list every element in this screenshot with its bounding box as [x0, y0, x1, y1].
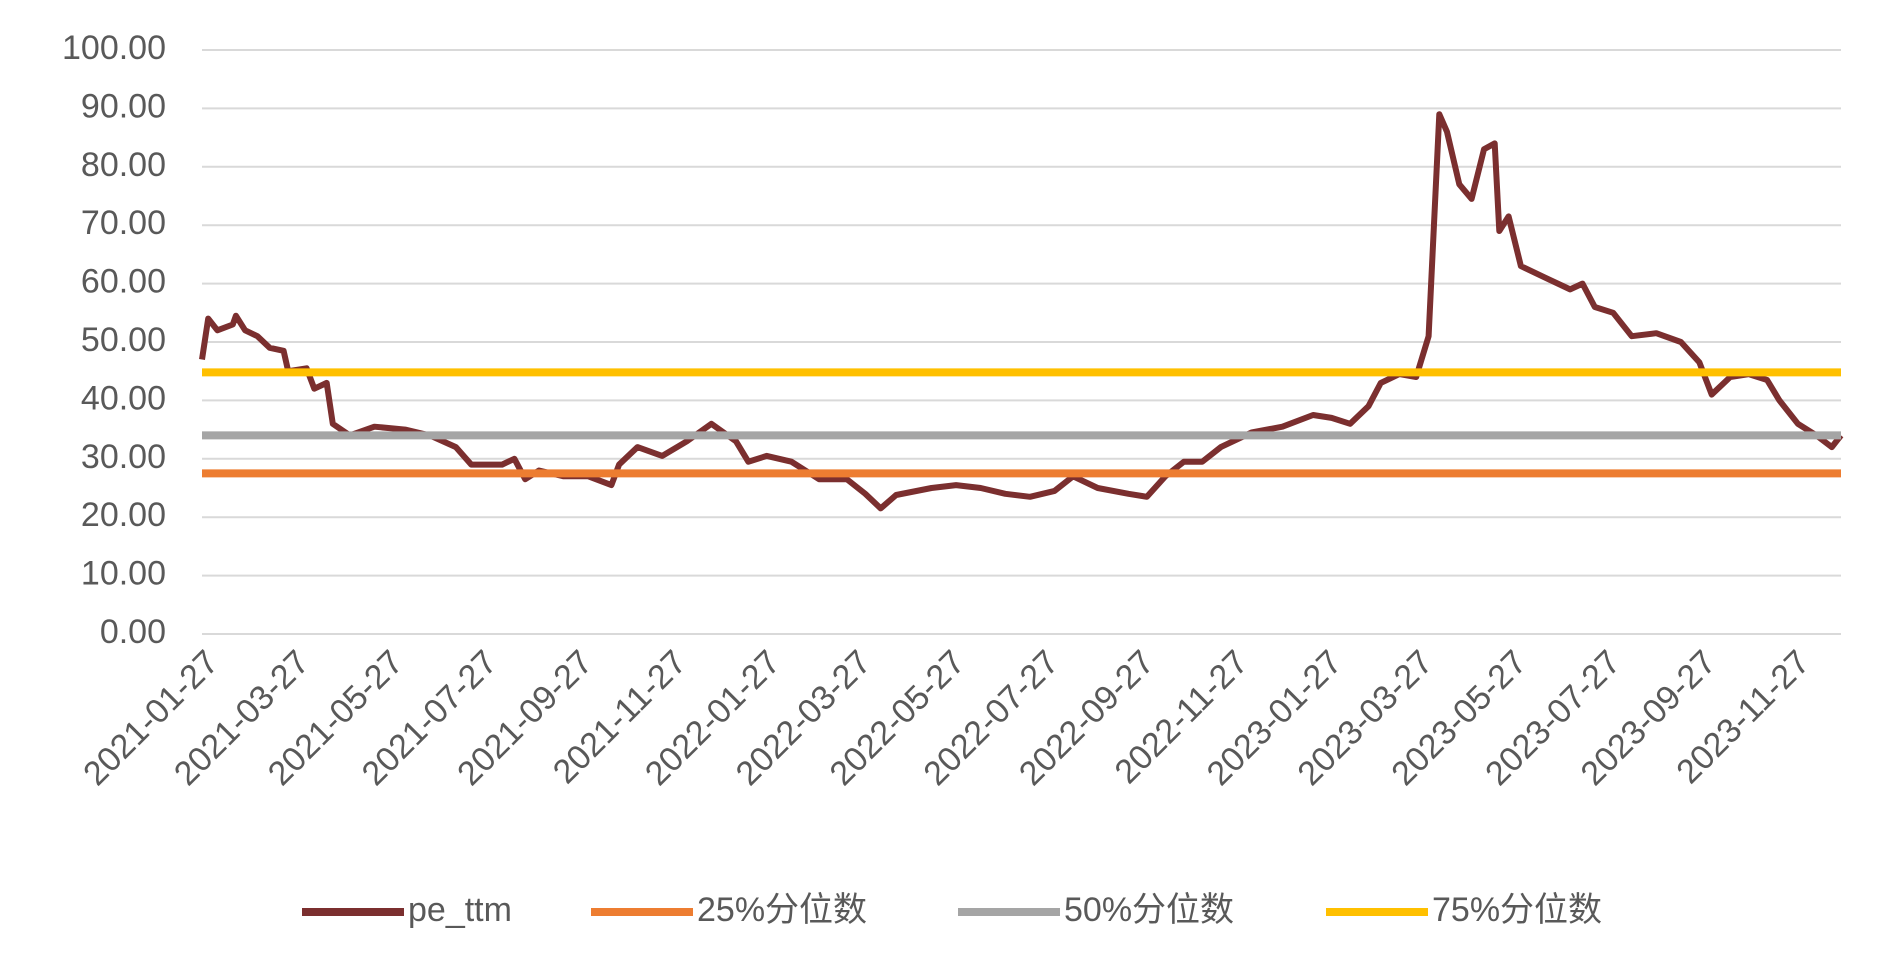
y-tick-label: 60.00: [81, 263, 166, 301]
legend-label: 75%分位数: [1432, 891, 1602, 929]
y-tick-label: 30.00: [81, 438, 166, 476]
y-tick-label: 10.00: [81, 555, 166, 593]
y-tick-label: 90.00: [81, 87, 166, 125]
y-tick-label: 50.00: [81, 321, 166, 359]
y-tick-label: 0.00: [100, 613, 166, 651]
y-tick-label: 70.00: [81, 204, 166, 242]
legend-label: pe_ttm: [408, 891, 512, 929]
legend-label: 25%分位数: [697, 891, 867, 929]
y-tick-label: 100.00: [62, 29, 166, 67]
data-line: [199, 111, 1844, 512]
y-tick-label: 40.00: [81, 379, 166, 417]
legend-label: 50%分位数: [1064, 891, 1234, 929]
y-tick-label: 80.00: [81, 146, 166, 184]
y-tick-label: 20.00: [81, 496, 166, 534]
